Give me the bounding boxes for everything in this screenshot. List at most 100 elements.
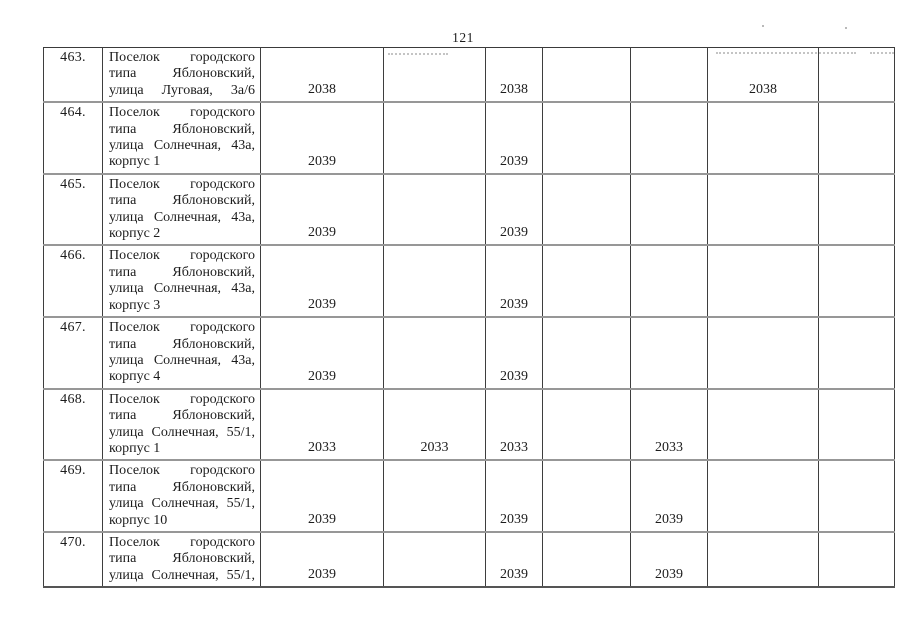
- year-cell: 2039: [260, 530, 384, 589]
- empty-cell: [383, 244, 486, 319]
- scan-artifact: [762, 25, 764, 27]
- address-line: Поселок городского: [109, 391, 255, 407]
- empty-cell: [542, 101, 631, 175]
- empty-cell: [542, 316, 631, 390]
- address-line: улица Солнечная, 55/1,: [109, 567, 255, 583]
- empty-cell: [542, 459, 631, 533]
- empty-cell: [818, 47, 895, 104]
- year-cell: 2033: [485, 387, 543, 462]
- row-number-cell: 463.: [43, 47, 103, 104]
- empty-cell: [383, 530, 486, 589]
- address-line: улица Луговая, 3а/6: [109, 82, 255, 98]
- address-line: типа Яблоновский,: [109, 551, 255, 567]
- year-cell: 2039: [260, 459, 384, 533]
- row-number-cell: 466.: [43, 244, 103, 319]
- table-row: 470. Поселок городского типа Яблоновский, у…: [43, 530, 895, 589]
- address-line: Поселок городского: [109, 463, 255, 479]
- year-cell: 2039: [485, 172, 543, 247]
- address-line: корпус 3: [109, 297, 161, 313]
- table-row: 469. Поселок городского типа Яблоновский, у…: [43, 459, 895, 533]
- empty-cell: [630, 172, 708, 247]
- scan-artifact: [845, 27, 847, 29]
- table-row: 466. Поселок городского типа Яблоновский, у…: [43, 244, 895, 319]
- address-line: Поселок городского: [109, 320, 255, 336]
- address-cell: Поселок городского типа Яблоновский, улица…: [102, 47, 261, 104]
- empty-cell: [630, 244, 708, 319]
- address-line: Поселок городского: [109, 534, 255, 550]
- row-number-cell: 469.: [43, 459, 103, 533]
- empty-cell: [707, 316, 819, 390]
- empty-cell: [818, 387, 895, 462]
- year-cell: 2039: [485, 101, 543, 175]
- row-number-cell: 468.: [43, 387, 103, 462]
- empty-cell: [542, 244, 631, 319]
- address-cell: Поселок городского типа Яблоновский, улица…: [102, 459, 261, 533]
- empty-cell: [707, 530, 819, 589]
- empty-cell: [542, 387, 631, 462]
- page-number: 121: [452, 30, 474, 45]
- empty-cell: [707, 244, 819, 319]
- year-cell: 2033: [383, 387, 486, 462]
- empty-cell: [383, 101, 486, 175]
- empty-cell: [542, 47, 631, 104]
- year-cell: 2039: [630, 530, 708, 589]
- scan-artifact: [870, 52, 894, 54]
- year-cell: 2038: [707, 47, 819, 104]
- table-row: 468. Поселок городского типа Яблоновский, у…: [43, 387, 895, 462]
- address-line: Поселок городского: [109, 105, 255, 121]
- address-line: улица Солнечная, 43а,: [109, 209, 255, 225]
- address-line: Поселок городского: [109, 248, 255, 264]
- address-line: типа Яблоновский,: [109, 121, 255, 137]
- empty-cell: [383, 47, 486, 104]
- empty-cell: [383, 172, 486, 247]
- row-number-cell: 464.: [43, 101, 103, 175]
- address-line: типа Яблоновский,: [109, 66, 255, 82]
- empty-cell: [818, 316, 895, 390]
- address-line: улица Солнечная, 43а,: [109, 352, 255, 368]
- empty-cell: [707, 387, 819, 462]
- address-line: корпус 1: [109, 154, 161, 170]
- address-line: улица Солнечная, 55/1,: [109, 424, 255, 440]
- table-row: 467. Поселок городского типа Яблоновский, у…: [43, 316, 895, 390]
- empty-cell: [707, 101, 819, 175]
- address-schedule-table: 463. Поселок городского типа Яблоновский, у…: [43, 47, 895, 589]
- year-cell: 2038: [260, 47, 384, 104]
- year-cell: 2039: [485, 459, 543, 533]
- address-line: типа Яблоновский,: [109, 264, 255, 280]
- year-cell: 2039: [630, 459, 708, 533]
- empty-cell: [630, 316, 708, 390]
- empty-cell: [707, 459, 819, 533]
- scan-artifact: [716, 52, 856, 54]
- address-line: типа Яблоновский,: [109, 479, 255, 495]
- address-cell: Поселок городского типа Яблоновский, улица…: [102, 172, 261, 247]
- year-cell: 2039: [260, 316, 384, 390]
- address-line: корпус 4: [109, 369, 161, 385]
- address-line: типа Яблоновский,: [109, 193, 255, 209]
- year-cell: 2033: [260, 387, 384, 462]
- address-table-body: 463. Поселок городского типа Яблоновский, у…: [43, 47, 895, 589]
- address-line: улица Солнечная, 43а,: [109, 138, 255, 154]
- year-cell: 2039: [260, 244, 384, 319]
- empty-cell: [383, 459, 486, 533]
- year-cell: 2039: [260, 101, 384, 175]
- address-cell: Поселок городского типа Яблоновский, улица…: [102, 530, 261, 589]
- row-number-cell: 465.: [43, 172, 103, 247]
- address-cell: Поселок городского типа Яблоновский, улица…: [102, 101, 261, 175]
- address-line: корпус 2: [109, 226, 161, 242]
- address-line: корпус 10: [109, 512, 168, 528]
- address-cell: Поселок городского типа Яблоновский, улица…: [102, 316, 261, 390]
- empty-cell: [818, 459, 895, 533]
- address-line: Поселок городского: [109, 50, 255, 65]
- empty-cell: [630, 47, 708, 104]
- address-line: типа Яблоновский,: [109, 336, 255, 352]
- year-cell: 2039: [485, 530, 543, 589]
- empty-cell: [818, 244, 895, 319]
- address-line: улица Солнечная, 43а,: [109, 281, 255, 297]
- address-cell: Поселок городского типа Яблоновский, улица…: [102, 244, 261, 319]
- empty-cell: [630, 101, 708, 175]
- empty-cell: [818, 172, 895, 247]
- address-line: типа Яблоновский,: [109, 408, 255, 424]
- address-line: корпус 1: [109, 440, 161, 456]
- year-cell: 2033: [630, 387, 708, 462]
- year-cell: 2038: [485, 47, 543, 104]
